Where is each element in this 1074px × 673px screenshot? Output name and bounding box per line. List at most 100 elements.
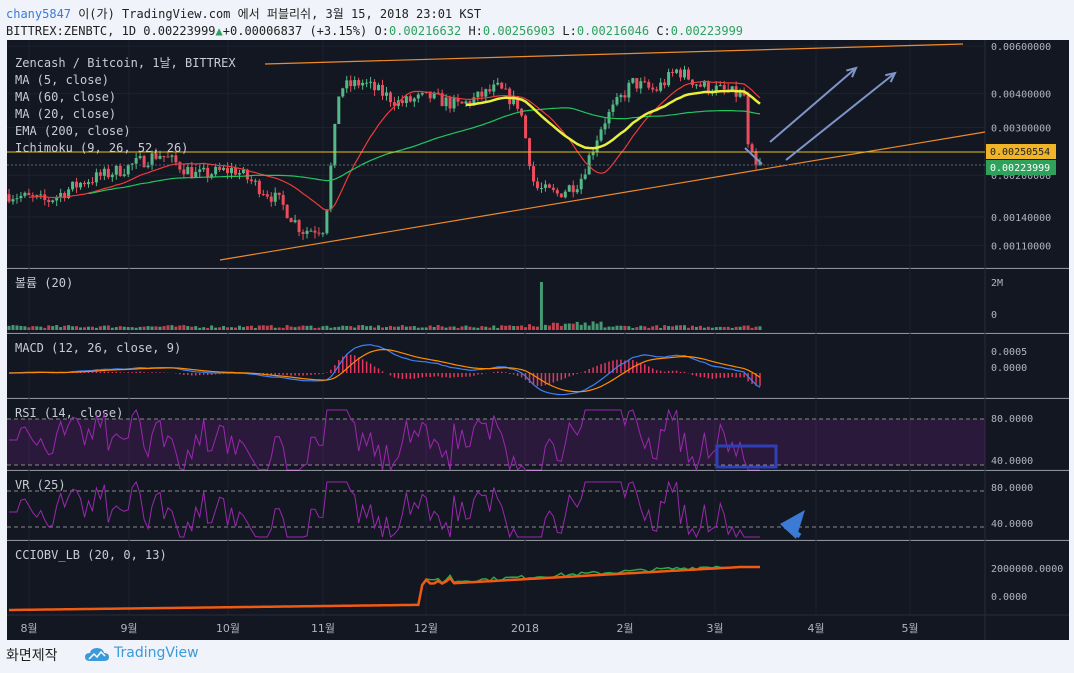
volume-bar [329, 327, 333, 330]
volume-bar [71, 326, 75, 330]
volume-bar [82, 327, 86, 330]
candle-body [428, 91, 432, 99]
candle-body [202, 167, 206, 170]
candle-body [444, 97, 448, 107]
open-value: 0.00216632 [388, 24, 462, 38]
volume-bar [563, 323, 567, 330]
volume-bar [134, 327, 138, 330]
candle-body [595, 140, 599, 152]
candle-body [317, 232, 321, 234]
candle-body [623, 95, 627, 98]
volume-bar [305, 325, 309, 330]
candle-body [35, 195, 39, 197]
tradingview-brand-link[interactable]: TradingView [114, 645, 199, 661]
candle-body [71, 181, 75, 190]
volume-bar [118, 326, 122, 330]
volume-bar [317, 327, 321, 330]
volume-bar [412, 326, 416, 330]
volume-bar [686, 327, 690, 330]
candle-body [456, 98, 460, 102]
candle-body [333, 124, 337, 166]
x-tick-label: 5월 [901, 622, 918, 635]
candle-body [353, 80, 357, 87]
trading-chart[interactable]: 8월 9월 10월 11월 12월 2018 2월 3월 4월 5월 0.00600000 0.004… [0, 40, 1074, 640]
candle-body [226, 167, 230, 174]
obv-slow-line [9, 565, 760, 612]
volume-bar [679, 325, 683, 330]
volume-bar [750, 327, 754, 330]
volume-bar [90, 326, 94, 330]
footer-made-with: 화면제작 [6, 648, 58, 664]
candle-body [694, 84, 698, 86]
price-tag: 0.00250554 [990, 147, 1050, 158]
volume-bar [539, 282, 543, 330]
candle-body [675, 69, 679, 73]
rsi-band [7, 419, 985, 465]
candle-body [575, 189, 579, 193]
panel-tick-label: 0.0000 [991, 592, 1027, 603]
candle-body [619, 95, 623, 98]
volume-bar [404, 326, 408, 330]
volume-bar [182, 325, 186, 330]
candle-body [627, 82, 631, 98]
x-tick-label: 12월 [414, 622, 438, 635]
publish-info: chany5847 이(가) TradingView.com 에서 퍼블리쉬, … [6, 5, 481, 22]
candle-body [659, 82, 663, 91]
volume-bar [532, 326, 536, 330]
volume-bar [126, 327, 130, 330]
volume-bar [233, 327, 237, 330]
x-tick-label: 9월 [120, 622, 137, 635]
volume-bar [627, 326, 631, 330]
volume-bar [35, 326, 39, 330]
volume-bar [277, 327, 281, 330]
candle-body [611, 104, 615, 112]
candle-body [392, 102, 396, 106]
volume-bar [198, 327, 202, 330]
panel-tick-label: 2000000.0000 [991, 564, 1063, 575]
candle-body [82, 182, 86, 185]
candle-body [516, 96, 520, 109]
volume-bar [226, 327, 230, 330]
candle-body [615, 97, 619, 105]
candle-body [170, 155, 174, 157]
candle-body [373, 81, 377, 91]
price-tick-label: 0.00600000 [991, 42, 1051, 53]
volume-bar [524, 327, 528, 330]
volume-bar [583, 322, 587, 330]
volume-bar [551, 322, 555, 330]
volume-bar [75, 326, 79, 330]
candle-body [535, 181, 539, 189]
candle-body [492, 84, 496, 92]
candle-body [341, 88, 345, 97]
candle-body [460, 101, 464, 104]
low-label: L: [562, 24, 577, 38]
candle-body [432, 92, 436, 99]
volume-bar [146, 326, 150, 330]
volume-bar [261, 325, 265, 330]
volume-bar [440, 326, 444, 330]
price-tick-label: 0.00110000 [991, 241, 1051, 252]
candle-body [146, 165, 150, 168]
candle-body [496, 82, 500, 85]
high-label: H: [468, 24, 483, 38]
volume-bar [158, 326, 162, 330]
volume-bar [63, 325, 67, 330]
candle-body [448, 97, 452, 109]
candle-body [702, 81, 706, 87]
candle-body [750, 144, 754, 152]
volume-bar [611, 326, 615, 330]
volume-bar [353, 327, 357, 330]
volume-bar [714, 327, 718, 330]
volume-bar [758, 326, 762, 330]
volume-bar [51, 326, 55, 330]
candle-body [110, 174, 114, 178]
author-link[interactable]: chany5847 [6, 7, 72, 21]
volume-bar [424, 327, 428, 330]
x-tick-label: 3월 [706, 622, 723, 635]
volume-bar [528, 324, 532, 330]
volume-bar [702, 327, 706, 330]
candle-body [679, 69, 683, 78]
volume-bar [365, 326, 369, 330]
candle-body [51, 200, 55, 203]
volume-bar [448, 326, 452, 330]
